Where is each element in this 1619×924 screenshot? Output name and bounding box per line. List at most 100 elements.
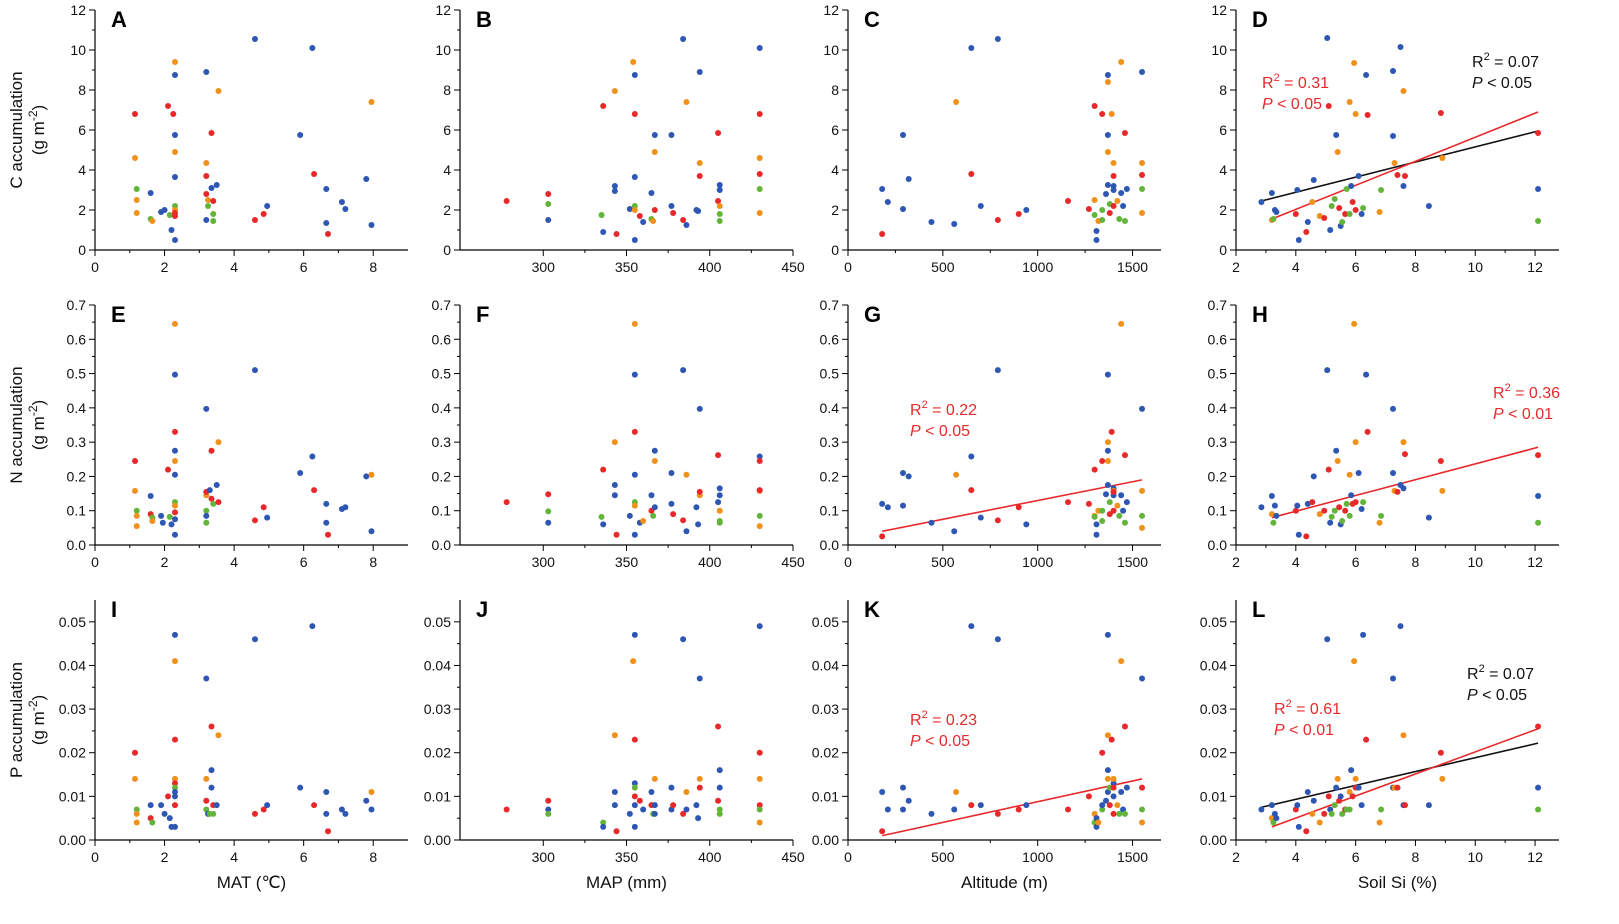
x-tick-label: 12 [1527, 849, 1543, 865]
data-point-red [203, 173, 210, 179]
data-point-red [1303, 533, 1310, 540]
y-tick-label: 0.00 [424, 832, 451, 848]
data-point-blue [879, 186, 886, 192]
data-point-blue [545, 519, 552, 526]
y-tick-label: 0.0 [432, 537, 452, 553]
data-point-blue [900, 806, 907, 813]
data-point-orange [611, 88, 618, 94]
data-point-blue [363, 797, 370, 804]
data-point-red [1401, 451, 1408, 458]
data-point-blue [680, 367, 687, 374]
data-point-orange [215, 732, 222, 739]
data-point-blue [297, 784, 304, 791]
panel-letter: L [1252, 597, 1265, 622]
data-point-red [1139, 784, 1146, 791]
p-value-label: P < 0.05 [1472, 75, 1532, 92]
data-point-red [631, 793, 638, 800]
panel-letter: H [1252, 302, 1268, 327]
data-point-blue [977, 203, 984, 209]
data-point-orange [1091, 197, 1098, 203]
data-point-blue [900, 784, 907, 791]
data-point-green [1339, 518, 1346, 524]
y-tick-label: 0.3 [432, 434, 452, 450]
data-point-green [1099, 806, 1106, 813]
data-point-blue [171, 516, 178, 523]
data-point-blue [693, 504, 700, 511]
data-point-red [613, 531, 620, 538]
data-point-blue [323, 500, 330, 507]
data-point-blue [1258, 504, 1265, 511]
data-point-blue [631, 471, 638, 478]
p-value-label: P < 0.05 [910, 423, 970, 440]
data-point-blue [147, 492, 154, 499]
data-point-blue [1358, 211, 1365, 217]
data-point-red [1065, 806, 1072, 813]
data-point-red [968, 171, 975, 177]
data-point-blue [1310, 177, 1317, 183]
data-point-blue [1355, 173, 1362, 179]
data-point-blue [1110, 780, 1117, 787]
data-point-blue [756, 623, 763, 630]
data-point-blue [651, 802, 658, 809]
data-point-blue [1333, 132, 1340, 138]
data-point-orange [149, 518, 156, 524]
data-point-blue [600, 229, 607, 235]
data-point-blue [1397, 623, 1404, 630]
data-point-red [325, 828, 332, 835]
x-tick-label: 0 [91, 849, 99, 865]
data-point-red [260, 806, 267, 813]
y-tick-label: 6 [1219, 122, 1227, 138]
data-point-blue [342, 810, 349, 817]
y-tick-label: 8 [443, 82, 451, 98]
panel-A: 0 2 4 6 8 0 2 4 6 8 10 12 A [70, 2, 408, 275]
x-tick-label: 0 [91, 259, 99, 275]
y-tick-label: 0.00 [812, 832, 839, 848]
data-point-blue [1258, 806, 1265, 813]
data-point-blue [968, 45, 975, 51]
data-point-blue [928, 810, 935, 817]
x-tick-label: 400 [698, 259, 722, 275]
data-point-orange [1439, 155, 1446, 161]
data-point-blue [171, 72, 178, 78]
data-point-blue [1333, 447, 1340, 454]
data-point-green [756, 186, 763, 192]
y-tick-label: 0.2 [432, 468, 452, 484]
data-point-orange [1334, 775, 1341, 782]
data-point-red [208, 723, 215, 730]
data-point-orange [1095, 819, 1102, 826]
r-squared-label: R2 = 0.31 [1262, 72, 1329, 92]
data-point-blue [1271, 502, 1278, 509]
data-point-blue [928, 219, 935, 225]
data-point-red [171, 736, 178, 743]
data-point-red [1394, 784, 1401, 791]
data-point-red [1110, 488, 1117, 495]
data-point-orange [1439, 775, 1446, 782]
data-point-blue [905, 797, 912, 804]
data-point-blue [338, 199, 345, 205]
y-tick-label: 0 [831, 242, 839, 258]
data-point-orange [1352, 775, 1359, 782]
data-point-orange [1334, 458, 1341, 464]
data-point-orange [368, 99, 375, 105]
data-point-blue [1324, 367, 1331, 374]
data-point-orange [1351, 658, 1358, 665]
panel-letter: K [864, 597, 880, 622]
x-tick-label: 2 [1232, 554, 1240, 570]
data-point-blue [756, 453, 763, 460]
data-point-red [994, 810, 1001, 817]
data-point-blue [905, 176, 912, 182]
data-point-blue [900, 206, 907, 212]
data-point-blue [683, 528, 690, 535]
data-point-red [715, 723, 722, 730]
data-point-orange [1139, 160, 1146, 166]
data-point-red [879, 828, 886, 835]
y-tick-label: 0.3 [1208, 434, 1228, 450]
data-point-blue [1123, 499, 1130, 506]
data-point-blue [171, 447, 178, 454]
data-point-orange [171, 59, 178, 65]
data-point-blue [171, 371, 178, 378]
data-point-blue [879, 789, 886, 795]
data-point-red [545, 491, 552, 498]
data-point-green [716, 218, 723, 224]
data-point-green [1139, 186, 1146, 192]
